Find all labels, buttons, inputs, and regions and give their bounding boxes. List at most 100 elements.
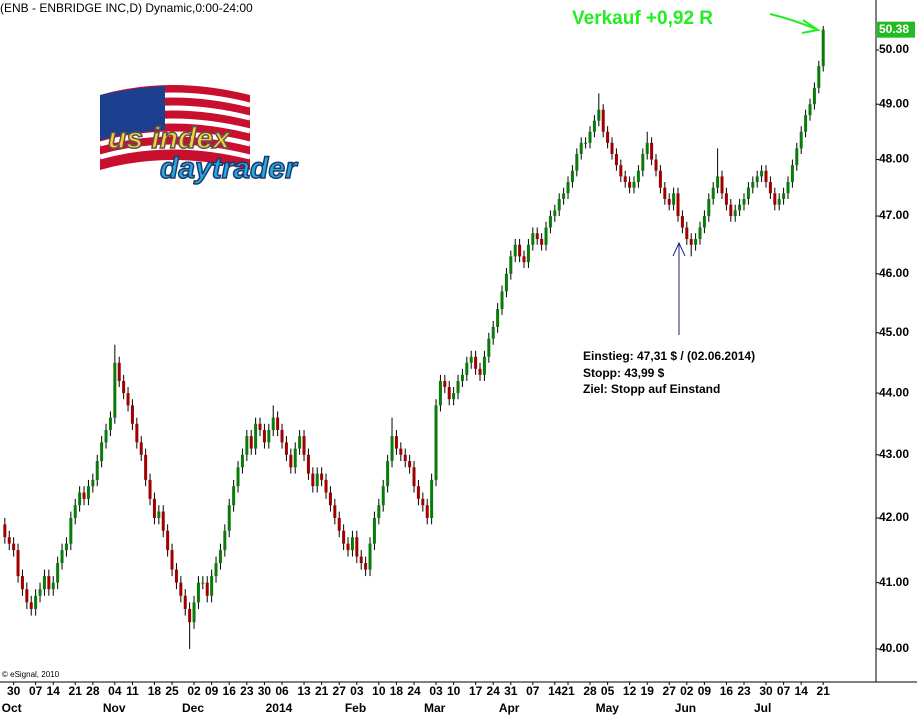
candle-body <box>496 309 500 327</box>
candle-body <box>711 187 715 199</box>
candle-body <box>218 550 222 564</box>
flag-canton <box>100 86 165 140</box>
x-tick-label: 23 <box>737 684 751 698</box>
x-tick-label: 09 <box>205 684 219 698</box>
candle-body <box>716 176 720 188</box>
x-tick-label: 21 <box>315 684 329 698</box>
y-tick-label: 41.00 <box>879 575 909 589</box>
x-tick-label: 23 <box>240 684 254 698</box>
x-tick-label: 30 <box>7 684 21 698</box>
y-tick-label: 45.00 <box>879 325 909 339</box>
candle-body <box>531 233 535 245</box>
month-label: Jun <box>675 701 696 715</box>
candle-body <box>540 239 544 245</box>
x-tick-label: 27 <box>663 684 677 698</box>
candle-body <box>636 170 640 183</box>
month-label: 2014 <box>266 701 293 715</box>
x-tick-label: 25 <box>165 684 179 698</box>
candle-body <box>51 582 55 590</box>
x-tick-label: 02 <box>187 684 201 698</box>
candle-body <box>284 442 288 455</box>
candle-body <box>812 87 816 105</box>
candle-body <box>509 256 513 274</box>
headline: Verkauf +0,92 R <box>572 8 713 29</box>
month-label: Mar <box>424 701 446 715</box>
candle-body <box>795 148 799 166</box>
candle-body <box>478 368 482 375</box>
candle-body <box>764 170 768 183</box>
candle-body <box>223 530 227 551</box>
candle-body <box>170 550 174 570</box>
candle-body <box>236 467 240 487</box>
candle-body <box>702 216 706 228</box>
logo: us index daytrader <box>99 85 300 186</box>
month-label: Apr <box>499 701 520 715</box>
candle-body <box>328 492 332 506</box>
candle-body <box>289 454 293 468</box>
x-tick-label: 16 <box>223 684 237 698</box>
x-tick-label: 10 <box>372 684 386 698</box>
x-tick-label: 17 <box>469 684 483 698</box>
candle-body <box>720 176 724 194</box>
candle-body <box>544 227 548 245</box>
candle-body <box>42 576 46 590</box>
candle-body <box>575 153 579 171</box>
candle-body <box>456 380 460 394</box>
candle-body <box>641 153 645 171</box>
x-tick-label: 27 <box>333 684 347 698</box>
candle-body <box>20 576 24 590</box>
x-tick-label: 21 <box>817 684 831 698</box>
candle-body <box>535 233 539 240</box>
candle-body <box>482 356 486 375</box>
x-tick-label: 19 <box>641 684 655 698</box>
candle-body <box>91 479 95 487</box>
x-tick-label: 09 <box>698 684 712 698</box>
candle-body <box>113 362 117 418</box>
candle-body <box>227 505 231 531</box>
candle-body <box>685 227 689 240</box>
candle-body <box>742 198 746 205</box>
candle-body <box>240 454 244 468</box>
month-label: Oct <box>2 701 22 715</box>
y-tick-label: 42.00 <box>879 510 909 524</box>
x-tick-label: 05 <box>601 684 615 698</box>
month-label: Jul <box>754 701 771 715</box>
candle-body <box>394 436 398 449</box>
candle-body <box>676 193 680 217</box>
candle-body <box>258 423 262 430</box>
candle-body <box>606 131 610 143</box>
candle-body <box>372 517 376 544</box>
candle-body <box>144 454 148 480</box>
candle-body <box>38 589 42 596</box>
headline-arrow <box>769 13 821 34</box>
candle-body <box>315 473 319 487</box>
candle-body <box>698 227 702 240</box>
candle-body <box>69 517 73 544</box>
candle-body <box>782 193 786 199</box>
candle-body <box>663 187 667 199</box>
y-tick-label: 46.00 <box>879 266 909 280</box>
x-tick-label: 13 <box>297 684 311 698</box>
candle-body <box>425 505 429 518</box>
candle-body <box>166 530 170 551</box>
candle-body <box>548 216 552 228</box>
candle-body <box>350 537 354 551</box>
month-label: Feb <box>345 701 366 715</box>
month-label: Nov <box>103 701 126 715</box>
candle-body <box>254 423 258 449</box>
candle-body <box>104 429 108 443</box>
candle-body <box>672 193 676 205</box>
candle-body <box>645 142 649 154</box>
logo-text: us index <box>108 122 231 155</box>
candle-body <box>117 362 121 381</box>
candle-body <box>526 244 530 263</box>
candle-body <box>399 448 403 455</box>
candle-body <box>465 362 469 375</box>
candle-body <box>790 165 794 183</box>
candle-body <box>377 505 381 518</box>
x-tick-label: 03 <box>350 684 364 698</box>
candle-body <box>553 210 557 217</box>
candle-body <box>148 479 152 499</box>
candle-body <box>650 142 654 160</box>
candle-body <box>777 198 781 205</box>
